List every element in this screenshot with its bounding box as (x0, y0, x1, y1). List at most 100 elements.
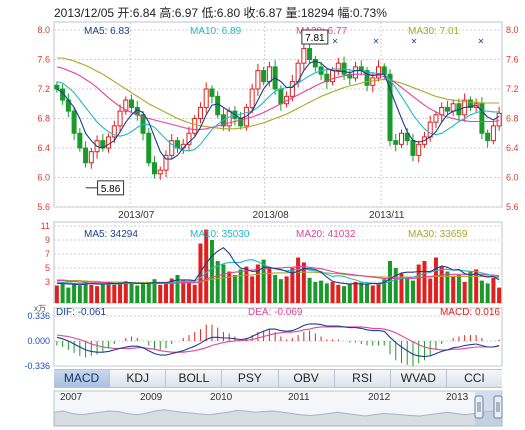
volume-bar (255, 264, 260, 303)
volume-bar (54, 285, 59, 303)
volume-bar (169, 278, 174, 303)
volume-bar (474, 269, 479, 303)
candle-body (347, 73, 353, 79)
timeline-year-label: 2007 (60, 392, 83, 403)
price-ma20-line (56, 66, 500, 131)
candle-body (117, 110, 123, 127)
candle-body (266, 66, 272, 83)
volume-bar (301, 262, 306, 303)
price-ma5-line (56, 60, 500, 160)
volume-bar (267, 268, 272, 303)
candle-body (192, 118, 198, 134)
volume-bar (324, 283, 329, 303)
volume-bar (278, 279, 283, 303)
volume-ma5-line (56, 247, 500, 286)
candle-body (157, 169, 163, 175)
volume-bar (163, 283, 169, 303)
candle-body (261, 70, 267, 83)
volume-unit-label: x万 (34, 304, 46, 313)
volume-bar (290, 268, 295, 303)
timeline-year-label: 2013 (446, 392, 469, 403)
volume-bar (100, 283, 105, 303)
volume-bar (250, 276, 255, 303)
price-y-tick-right: 6.4 (506, 143, 519, 153)
volume-bar (273, 275, 278, 303)
volume-bar (204, 229, 209, 303)
tab-cci[interactable]: CCI (464, 371, 485, 385)
volume-y-tick: 9 (45, 235, 50, 245)
tab-psy[interactable]: PSY (222, 370, 279, 387)
volume-bar (382, 279, 387, 303)
volume-panel-frame (53, 221, 503, 304)
candle-body (416, 143, 422, 156)
volume-bar (359, 282, 364, 303)
volume-bar (227, 271, 232, 303)
candle-body (54, 84, 60, 90)
indicator-tab-bar: MACD KDJ BOLL PSY OBV RSI WVAD CCI (54, 369, 502, 388)
candle-body (404, 132, 410, 142)
candle-body (467, 99, 473, 108)
volume-bar (353, 282, 358, 303)
price-summary-header: 2013/12/05 开:6.84 高:6.97 低:6.80 收:6.87 量… (54, 6, 387, 20)
volume-bar (209, 240, 214, 303)
volume-bar (370, 285, 375, 303)
volume-bar (215, 261, 220, 303)
volume-bar (365, 284, 370, 303)
macd-value-label: MACD: 0.016 (440, 307, 500, 318)
volume-bar (106, 282, 111, 303)
candle-body (278, 88, 284, 105)
volume-bar (376, 283, 381, 303)
price-y-tick-right: 7.6 (506, 55, 519, 65)
volume-bar (451, 276, 456, 303)
price-ma-legend: MA10: 6.89 (190, 26, 242, 37)
candle-body (255, 70, 261, 90)
macd-dif-line (56, 323, 500, 358)
candle-body (249, 88, 255, 108)
price-y-tick-right: 6.8 (506, 114, 519, 124)
tab-wvad[interactable]: WVAD (391, 370, 447, 387)
tab-rsi[interactable]: RSI (335, 370, 391, 387)
timeline-drag-handle[interactable] (474, 395, 484, 419)
volume-bar (60, 282, 65, 303)
volume-bar (152, 279, 157, 303)
candle-body (203, 88, 209, 108)
candle-body (393, 140, 399, 145)
volume-bar (141, 284, 146, 303)
volume-bar (330, 282, 335, 303)
candle-body (111, 125, 117, 138)
volume-bar (410, 280, 415, 303)
price-ma10-line (56, 68, 500, 152)
timeline-year-label: 2012 (368, 392, 391, 403)
candle-body (169, 140, 175, 156)
volume-bar (393, 268, 398, 303)
price-ma-legend: MA30: 7.01 (408, 26, 460, 37)
volume-bar (491, 277, 496, 303)
tab-kdj[interactable]: KDJ (110, 370, 167, 387)
volume-bar (416, 264, 421, 303)
volume-bar (72, 283, 77, 303)
volume-bar (261, 259, 266, 303)
volume-bar (307, 277, 312, 303)
volume-bar (433, 257, 438, 303)
volume-bar (405, 277, 410, 303)
tab-obv[interactable]: OBV (279, 370, 335, 387)
volume-bar (456, 275, 461, 303)
volume-bar (95, 286, 100, 303)
price-ma-legend: MA5: 6.83 (84, 26, 130, 37)
event-marker-icon: ✕ (478, 37, 485, 46)
candle-body (301, 47, 307, 64)
candle-body (209, 88, 215, 97)
candle-body (146, 132, 152, 164)
price-y-tick-left: 7.2 (37, 84, 50, 94)
tab-macd[interactable]: MACD (54, 370, 111, 387)
candle-body (444, 106, 450, 112)
candle-body (433, 114, 439, 123)
price-y-tick-right: 6.0 (506, 173, 519, 183)
candle-body (215, 95, 221, 116)
volume-bar (387, 261, 393, 303)
price-panel-frame (53, 21, 503, 208)
volume-bar (186, 282, 191, 303)
tab-boll[interactable]: BOLL (166, 370, 223, 387)
timeline-drag-handle[interactable] (493, 395, 503, 419)
